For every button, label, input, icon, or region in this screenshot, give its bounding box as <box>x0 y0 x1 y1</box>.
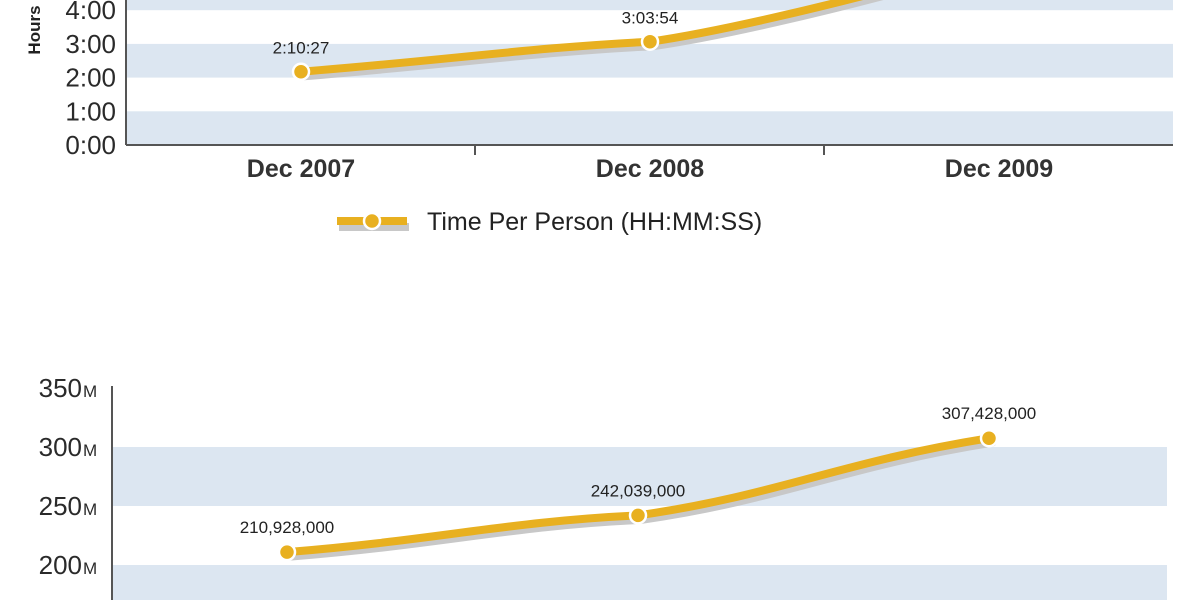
data-point <box>291 62 311 81</box>
y-tick-number: 350 <box>39 373 82 403</box>
y-tick-label: 0:00 <box>65 130 116 160</box>
data-label: 242,039,000 <box>591 481 686 500</box>
y-tick-label: 3:00 <box>65 29 116 59</box>
x-tick-label: Dec 2007 <box>247 155 355 183</box>
data-label: 307,428,000 <box>942 404 1037 423</box>
y-tick-suffix: M <box>83 559 97 578</box>
y-tick-label: 2:00 <box>65 63 116 93</box>
y-tick-number: 200 <box>39 550 82 580</box>
y-tick-label: 1:00 <box>65 96 116 126</box>
y-tick-suffix: M <box>83 441 97 460</box>
series-line <box>297 0 864 76</box>
data-label: 2:10:27 <box>273 39 330 58</box>
grid-band <box>126 0 1173 11</box>
x-tick-label: Dec 2009 <box>945 155 1053 183</box>
grid-band <box>126 111 1173 145</box>
y-axis-title: Hours <box>25 5 44 54</box>
grid-band <box>112 447 1167 506</box>
data-label: 3:03:54 <box>622 9 679 28</box>
legend-marker <box>362 211 382 231</box>
data-point <box>979 428 999 448</box>
legend-label: Time Per Person (HH:MM:SS) <box>427 208 762 236</box>
y-tick-suffix: M <box>83 382 97 401</box>
data-label: 210,928,000 <box>240 518 335 537</box>
data-point <box>277 542 297 562</box>
data-point <box>640 32 660 51</box>
y-tick-number: 250 <box>39 491 82 521</box>
y-tick-suffix: M <box>83 500 97 519</box>
y-tick-number: 300 <box>39 432 82 462</box>
x-tick-label: Dec 2008 <box>596 155 705 183</box>
grid-band <box>112 565 1167 600</box>
y-tick-label: 4:00 <box>65 0 116 25</box>
data-point <box>628 506 648 525</box>
